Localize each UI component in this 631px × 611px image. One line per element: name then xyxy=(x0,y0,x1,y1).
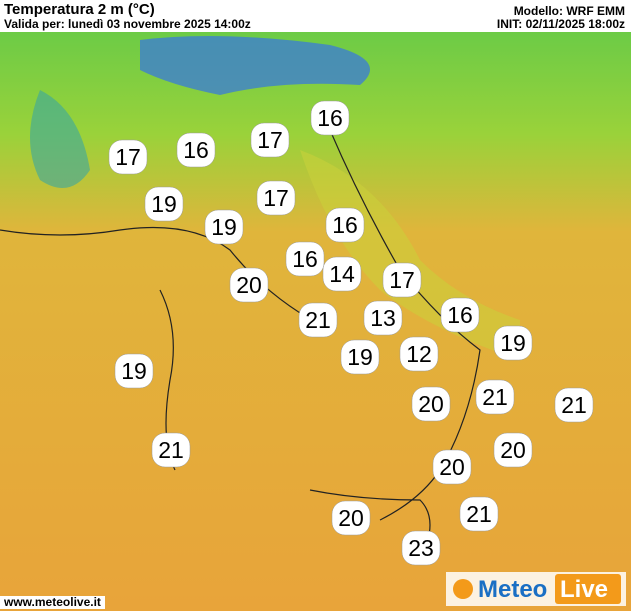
station-temp: 20 xyxy=(418,391,444,417)
station-bubble xyxy=(411,386,451,422)
model: Modello: WRF EMM xyxy=(513,4,625,18)
station-temp: 17 xyxy=(263,185,289,211)
coastline xyxy=(0,226,331,331)
init-time: INIT: 02/11/2025 18:00z xyxy=(496,17,625,31)
site: www.meteolive.it xyxy=(0,596,105,609)
station-temp: 17 xyxy=(257,127,283,153)
station-temp: 20 xyxy=(439,454,465,480)
station-temp: 20 xyxy=(500,437,526,463)
station-bubble xyxy=(401,530,441,566)
station-bubble xyxy=(310,100,350,136)
station-bubble xyxy=(493,325,533,361)
logo-sun xyxy=(453,579,473,599)
cold-area xyxy=(140,36,370,95)
station-bubble xyxy=(250,122,290,158)
station-temp: 19 xyxy=(151,191,177,217)
cool-area xyxy=(30,90,90,188)
station-temp: 16 xyxy=(183,137,209,163)
station-temp: 20 xyxy=(236,272,262,298)
station-temp: 17 xyxy=(115,144,141,170)
station-temp: 16 xyxy=(332,212,358,238)
station-bubble xyxy=(440,297,480,333)
station-bubble xyxy=(475,379,515,415)
station-temp: 17 xyxy=(389,267,415,293)
station-bubble xyxy=(382,262,422,298)
logo-text: Meteo xyxy=(478,576,547,603)
station-bubble xyxy=(204,209,244,245)
station-temp: 21 xyxy=(466,501,492,527)
station-temp: 16 xyxy=(317,105,343,131)
station-temp: 19 xyxy=(347,344,373,370)
logo: Meteo Live xyxy=(446,572,626,606)
valid-time: Valida per: lunedì 03 novembre 2025 14:0… xyxy=(4,17,251,31)
station-bubble xyxy=(554,387,594,423)
station-bubble xyxy=(432,449,472,485)
station-temp: 19 xyxy=(500,330,526,356)
station-bubble xyxy=(363,300,403,336)
logo-text: Live xyxy=(560,576,608,603)
station-bubble xyxy=(340,339,380,375)
station-labels: 17 16 17 16 19 17 19 16 16 14 20 17 21 13 16 19 19 12 19 20… xyxy=(108,100,594,566)
station-bubble xyxy=(114,353,154,389)
station-temp: 14 xyxy=(329,261,355,287)
station-bubble xyxy=(298,302,338,338)
station-temp: 12 xyxy=(406,341,432,367)
station-bubble xyxy=(176,132,216,168)
station-temp: 23 xyxy=(408,535,434,561)
station-temp: 21 xyxy=(158,437,184,463)
station-bubble xyxy=(399,336,439,372)
title: Temperatura 2 m (°C) xyxy=(4,1,155,18)
station-bubble xyxy=(285,241,325,277)
station-bubble xyxy=(144,186,184,222)
coastline xyxy=(329,129,481,521)
station-temp: 19 xyxy=(211,214,237,240)
logo-box-live xyxy=(555,574,621,604)
station-temp: 16 xyxy=(447,302,473,328)
station-bubble xyxy=(325,207,365,243)
station-bubble xyxy=(493,432,533,468)
station-temp: 21 xyxy=(305,307,331,333)
station-bubble xyxy=(108,139,148,175)
station-bubble xyxy=(151,432,191,468)
station-temp: 16 xyxy=(292,246,318,272)
station-bubble xyxy=(459,496,499,532)
station-temp: 21 xyxy=(482,384,508,410)
station-temp: 13 xyxy=(370,305,396,331)
station-temp: 21 xyxy=(561,392,587,418)
station-bubble xyxy=(229,267,269,303)
station-bubble xyxy=(256,180,296,216)
station-bubble xyxy=(322,256,362,292)
station-temp: 20 xyxy=(338,505,364,531)
station-temp: 19 xyxy=(121,358,147,384)
station-bubble xyxy=(331,500,371,536)
